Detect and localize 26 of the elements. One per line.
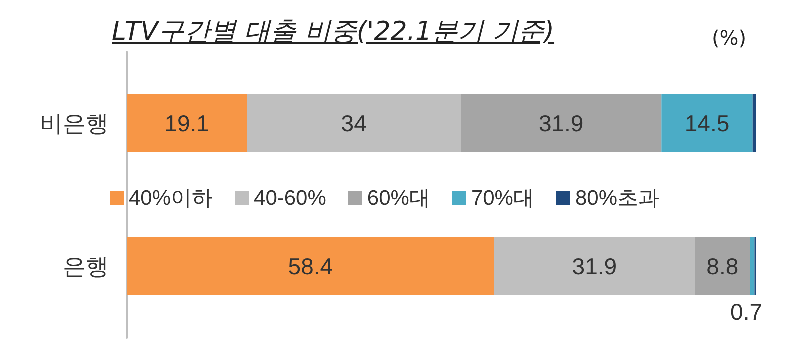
bar (127, 94, 248, 152)
legend-label: 40-60% (254, 187, 326, 210)
bar (461, 94, 662, 152)
data-label: 8.8 (706, 254, 739, 280)
bar (662, 94, 753, 152)
bar (127, 238, 494, 296)
data-label: 58.4 (288, 254, 334, 280)
data-label: 19.1 (164, 110, 210, 136)
legend-label: 40%이하 (129, 187, 214, 210)
data-label: 31.9 (572, 254, 618, 280)
y-tick-label: 비은행 (40, 110, 109, 136)
bar (694, 238, 750, 296)
legend-label: 60%대 (367, 187, 430, 210)
y-tick-label: 은행 (63, 254, 109, 280)
bar (494, 238, 695, 296)
data-label: 34 (341, 110, 368, 136)
data-label: 0.7 (730, 299, 763, 325)
legend-label: 80%초과 (575, 187, 660, 210)
data-label: 31.9 (538, 110, 584, 136)
bar (752, 94, 756, 152)
legend-label: 70%대 (471, 187, 534, 210)
chart-title: LTV구간별 대출 비중('22.1분기 기준) (112, 16, 555, 49)
bar (750, 238, 755, 296)
data-label: 14.5 (684, 110, 730, 136)
text: (%) (712, 26, 747, 50)
bar (247, 94, 461, 152)
